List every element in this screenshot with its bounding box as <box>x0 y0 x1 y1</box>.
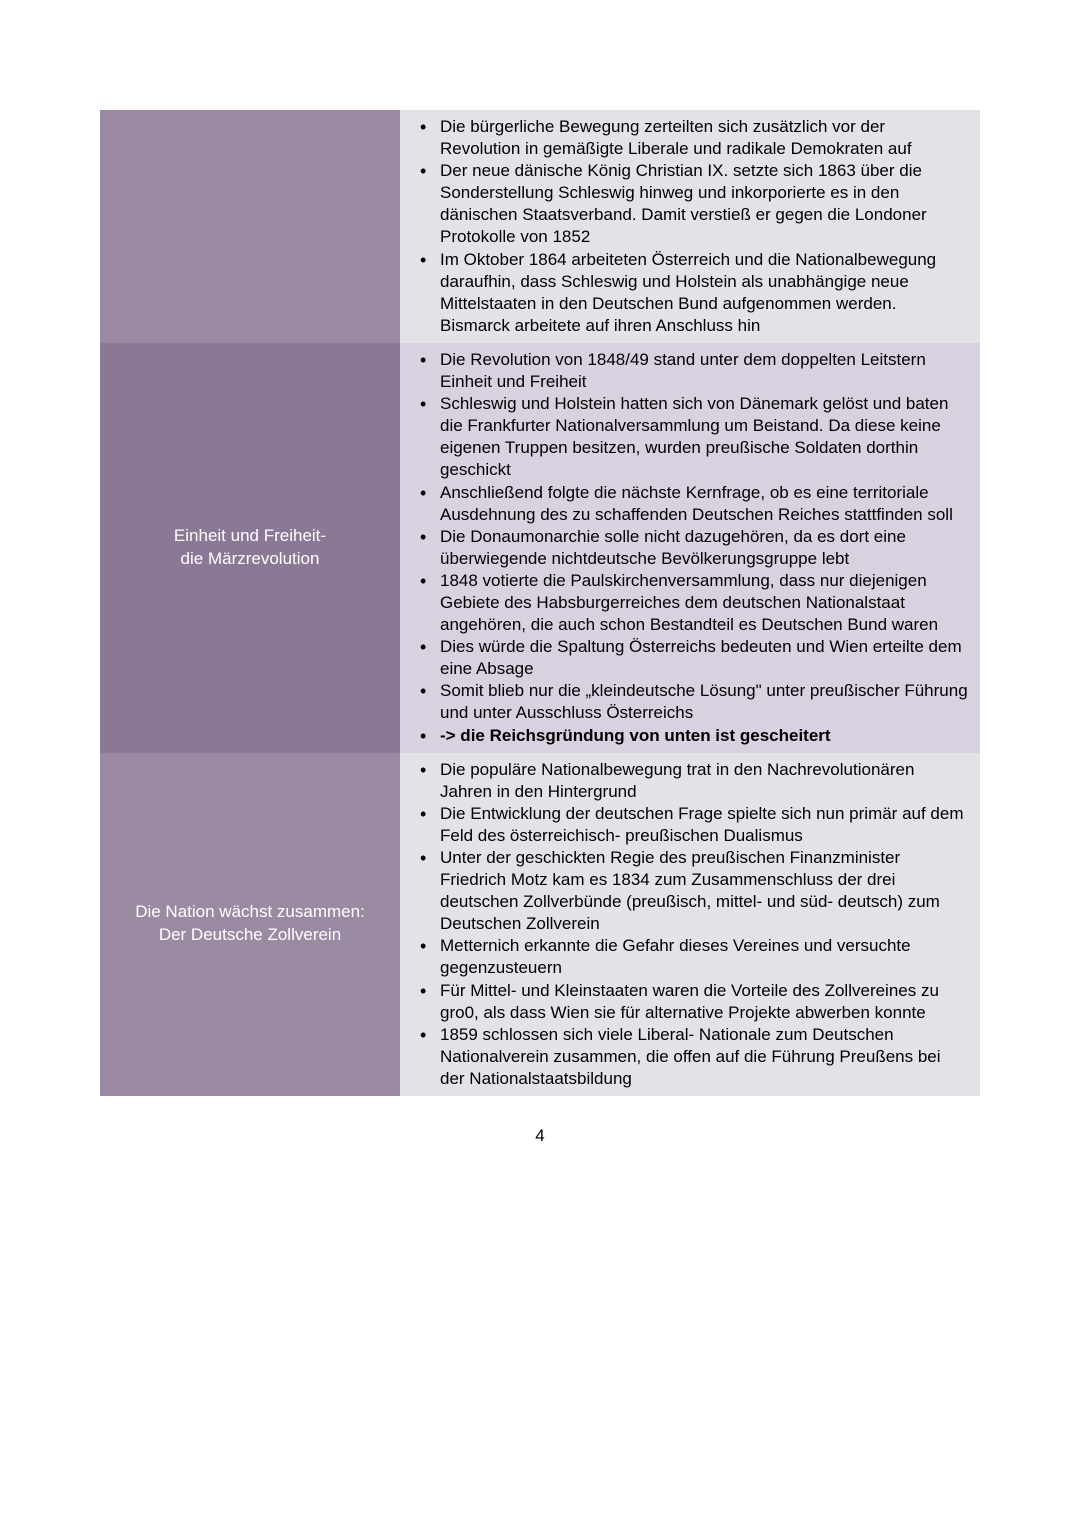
list-item: Dies würde die Spaltung Österreichs bede… <box>412 636 968 680</box>
row-heading-cell: Einheit und Freiheit-die Märzrevolution <box>100 343 400 753</box>
list-item: Die Entwicklung der deutschen Frage spie… <box>412 803 968 847</box>
content-table: Die bürgerliche Bewegung zerteilten sich… <box>100 110 980 1096</box>
list-item-text: Die Entwicklung der deutschen Frage spie… <box>440 804 964 845</box>
table-row: Die bürgerliche Bewegung zerteilten sich… <box>100 110 980 343</box>
list-item-text: Anschließend folgte die nächste Kernfrag… <box>440 483 953 524</box>
list-item-text: -> die Reichsgründung von unten ist gesc… <box>440 726 831 745</box>
list-item: Metternich erkannte die Gefahr dieses Ve… <box>412 935 968 979</box>
row-content-cell: Die Revolution von 1848/49 stand unter d… <box>400 343 980 753</box>
list-item: 1848 votierte die Paulskirchenversammlun… <box>412 570 968 636</box>
list-item-text: Im Oktober 1864 arbeiteten Österreich un… <box>440 250 936 335</box>
row-content-cell: Die populäre Nationalbewegung trat in de… <box>400 753 980 1096</box>
row-heading-line: Der Deutsche Zollverein <box>159 925 341 944</box>
list-item: Schleswig und Holstein hatten sich von D… <box>412 393 968 481</box>
list-item: -> die Reichsgründung von unten ist gesc… <box>412 725 968 747</box>
list-item: Unter der geschickten Regie des preußisc… <box>412 847 968 935</box>
list-item-text: Metternich erkannte die Gefahr dieses Ve… <box>440 936 911 977</box>
list-item-text: Dies würde die Spaltung Österreichs bede… <box>440 637 962 678</box>
bullet-list: Die Revolution von 1848/49 stand unter d… <box>412 349 968 747</box>
list-item-text: Die populäre Nationalbewegung trat in de… <box>440 760 914 801</box>
list-item-text: Die bürgerliche Bewegung zerteilten sich… <box>440 117 912 158</box>
table-row: Einheit und Freiheit-die Märzrevolution D… <box>100 343 980 753</box>
list-item-text: Somit blieb nur die „kleindeutsche Lösun… <box>440 681 968 722</box>
page-number: 4 <box>100 1126 980 1146</box>
row-heading-line: die Märzrevolution <box>181 549 320 568</box>
bullet-list: Die populäre Nationalbewegung trat in de… <box>412 759 968 1090</box>
list-item-text: Unter der geschickten Regie des preußisc… <box>440 848 940 933</box>
list-item-text: Die Donaumonarchie solle nicht dazugehör… <box>440 527 906 568</box>
bullet-list: Die bürgerliche Bewegung zerteilten sich… <box>412 116 968 337</box>
list-item: Der neue dänische König Christian IX. se… <box>412 160 968 248</box>
list-item-text: 1848 votierte die Paulskirchenversammlun… <box>440 571 938 634</box>
row-heading-cell: Die Nation wächst zusammen: Der Deutsche … <box>100 753 400 1096</box>
list-item: Anschließend folgte die nächste Kernfrag… <box>412 482 968 526</box>
list-item-text: Der neue dänische König Christian IX. se… <box>440 161 927 246</box>
list-item: Die Donaumonarchie solle nicht dazugehör… <box>412 526 968 570</box>
row-heading-line: Die Nation wächst zusammen: <box>135 902 365 921</box>
list-item: Somit blieb nur die „kleindeutsche Lösun… <box>412 680 968 724</box>
row-heading-line: Einheit und Freiheit- <box>174 526 326 545</box>
list-item: Für Mittel- und Kleinstaaten waren die V… <box>412 980 968 1024</box>
list-item: Die Revolution von 1848/49 stand unter d… <box>412 349 968 393</box>
list-item: 1859 schlossen sich viele Liberal- Natio… <box>412 1024 968 1090</box>
list-item-text: Die Revolution von 1848/49 stand unter d… <box>440 350 926 391</box>
row-heading-cell <box>100 110 400 343</box>
list-item: Im Oktober 1864 arbeiteten Österreich un… <box>412 249 968 337</box>
list-item: Die populäre Nationalbewegung trat in de… <box>412 759 968 803</box>
list-item: Die bürgerliche Bewegung zerteilten sich… <box>412 116 968 160</box>
row-content-cell: Die bürgerliche Bewegung zerteilten sich… <box>400 110 980 343</box>
table-row: Die Nation wächst zusammen: Der Deutsche … <box>100 753 980 1096</box>
list-item-text: Schleswig und Holstein hatten sich von D… <box>440 394 948 479</box>
list-item-text: 1859 schlossen sich viele Liberal- Natio… <box>440 1025 941 1088</box>
list-item-text: Für Mittel- und Kleinstaaten waren die V… <box>440 981 939 1022</box>
